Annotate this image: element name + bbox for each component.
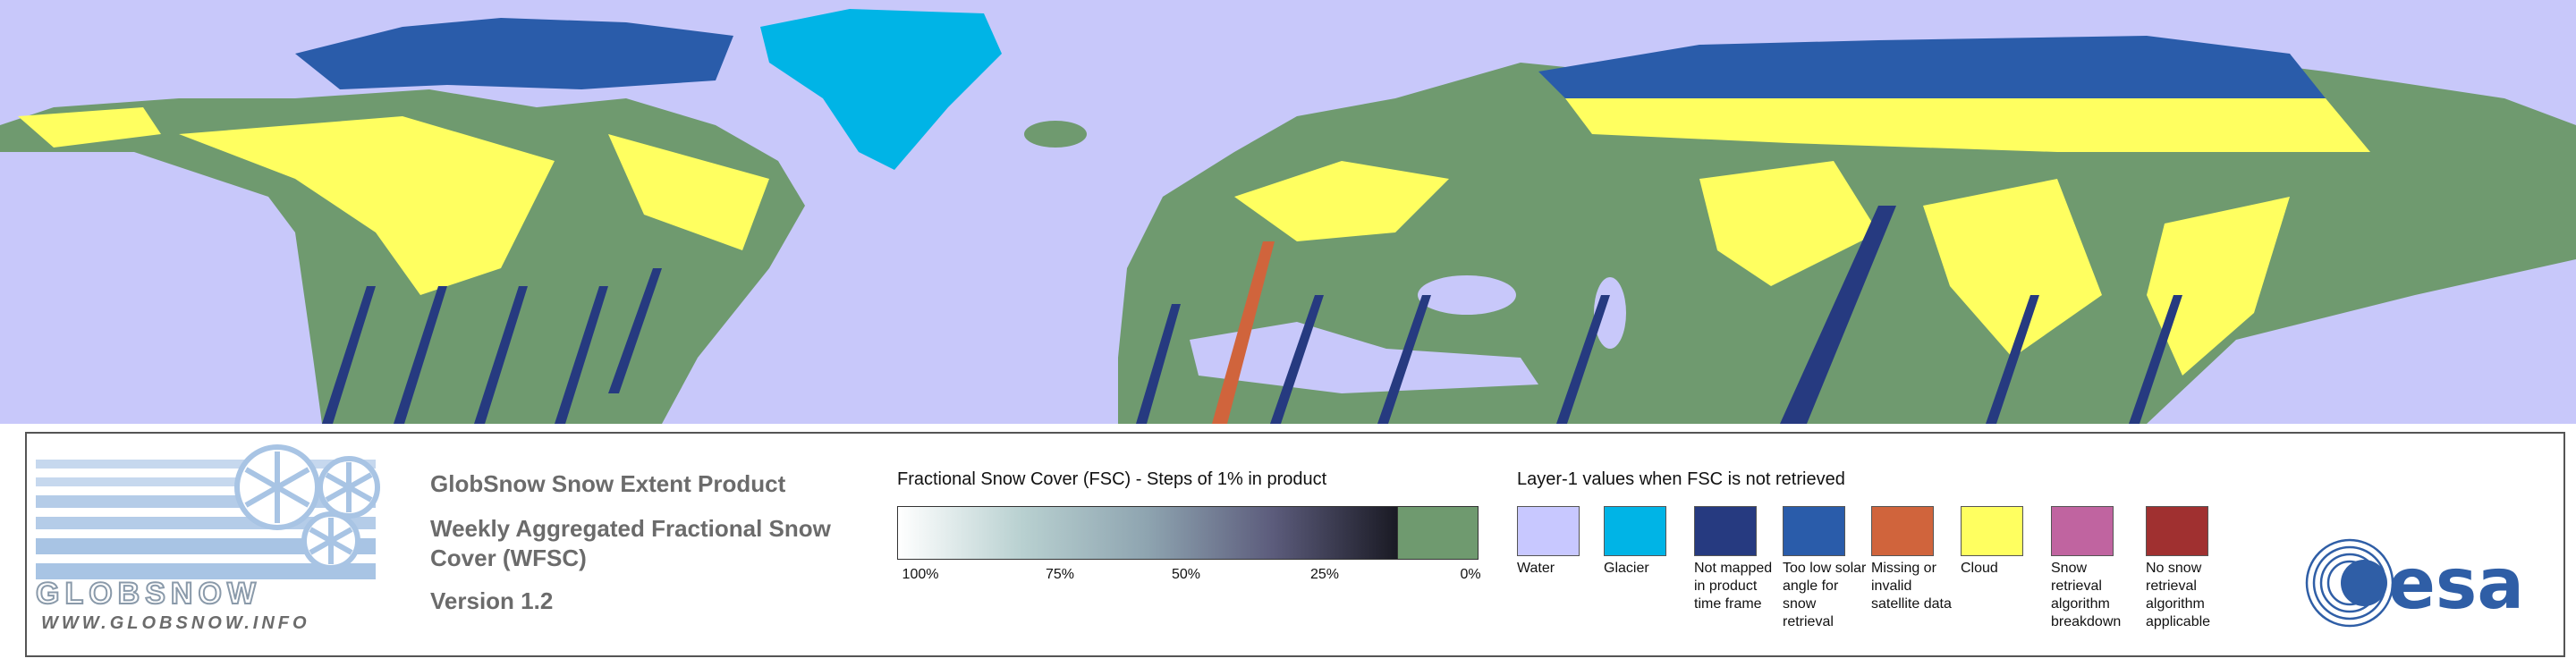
legend-label: Not mapped in product time frame [1694,561,1773,612]
fsc-tick-label: 25% [1309,567,1340,582]
fsc-zero-swatch [1397,506,1479,560]
legend-swatch [1783,506,1845,556]
stripe [1136,304,1181,424]
legend-label: Snow retrieval algorithm breakdown [2051,561,2122,629]
legend-label: Too low solar angle for snow retrieval [1783,561,1867,629]
legend-swatch [2051,506,2114,556]
snow-map [0,0,2576,424]
legend-swatch [1694,506,1757,556]
legend-swatch [1961,506,2023,556]
fsc-tick-label: 50% [1171,567,1201,582]
legend-swatch [1604,506,1666,556]
stripe [1986,295,2039,424]
cloud-area [1234,161,1449,241]
mediterranean [1190,322,1538,393]
stripe [36,460,376,469]
legend-label: No snow retrieval algorithm applicable [2146,561,2211,629]
snowflakes [234,444,380,570]
stripe [474,286,528,424]
legend-swatch [1871,506,1934,556]
stripe [1780,206,1896,424]
arctic-islands [295,18,733,89]
legend-swatch [2146,506,2208,556]
cloud-area [1565,98,2370,152]
legend-label: Cloud [1961,561,1998,576]
missing-data-stripe [1212,241,1275,424]
unmapped-stripes [322,206,2182,424]
title: GlobSnow Snow Extent Product [430,470,786,497]
stripe [2129,295,2182,424]
stripe [36,477,376,486]
iceland [1024,121,1087,148]
stripe [394,286,447,424]
cloud-area [1923,179,2102,358]
layer-legend-title: Layer-1 values when FSC is not retrieved [1517,469,1845,489]
subtitle: Weekly Aggregated Fractional Snow Cover … [430,515,831,571]
legend-frame [25,432,2565,657]
cloud-area [1699,161,1878,286]
stripe [322,286,376,424]
legend-label: Missing or invalid satellite data [1871,561,1952,612]
stripe [1556,295,1610,424]
fsc-tick-label: 75% [1045,567,1075,582]
esa-text: esa [2388,545,2524,625]
logo-name: GLOBSNOW [35,576,261,612]
cloud-area [2147,197,2290,376]
logo-url: WWW.GLOBSNOW.INFO [41,613,310,633]
stripe [36,563,376,579]
fsc-tick-label: 100% [902,567,939,582]
legend-label: Water [1517,561,1555,576]
legend-swatch [1517,506,1580,556]
stripe [1377,295,1431,424]
fsc-tick-label: 0% [1460,567,1481,582]
stripe [1270,295,1324,424]
fsc-color-bar [897,506,1398,560]
esa-logo: esa [2305,538,2524,628]
siberia-low-sun [1538,36,2326,103]
cloud-area [608,134,769,250]
legend-label: Glacier [1604,561,1649,576]
greenland [760,9,1002,170]
cloud-area [18,107,161,148]
version: Version 1.2 [430,587,554,614]
stripe [36,538,376,554]
stripe [608,268,662,393]
cloud-area [179,116,555,295]
black-sea [1418,275,1516,315]
fsc-legend-title: Fractional Snow Cover (FSC) - Steps of 1… [897,469,1327,489]
stripe [555,286,608,424]
